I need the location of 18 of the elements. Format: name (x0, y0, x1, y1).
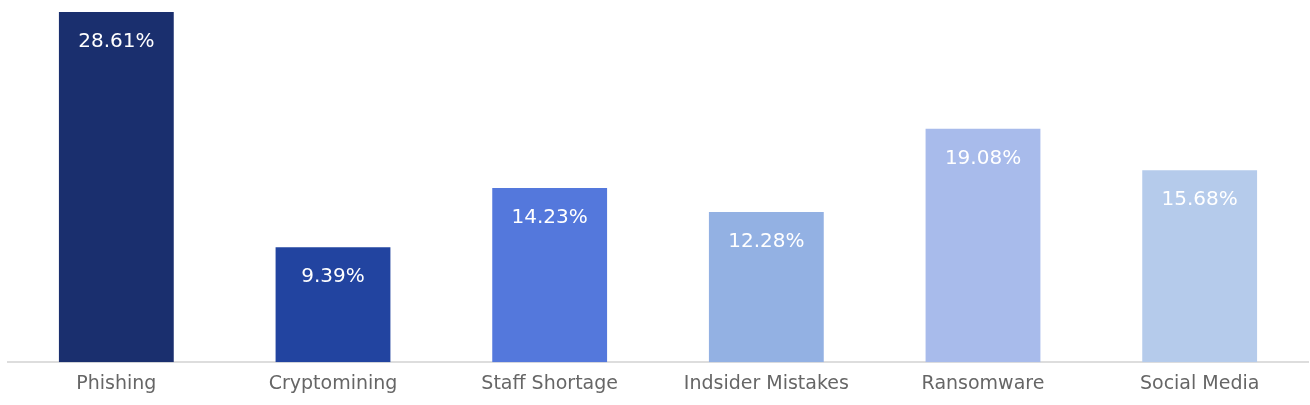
bar (275, 247, 391, 363)
bar (708, 211, 824, 363)
x-tick-label: Staff Shortage (481, 370, 618, 393)
bar (1142, 170, 1258, 363)
x-tick-label: Indsider Mistakes (683, 370, 849, 393)
bar (492, 188, 608, 363)
data-label: 28.61% (78, 28, 155, 53)
x-tick-label: Cryptomining (268, 370, 398, 393)
x-tick-label: Phishing (76, 370, 157, 393)
data-label: 9.39% (301, 263, 365, 288)
x-tick-label: Social Media (1139, 370, 1260, 393)
x-tick-label: Ransomware (921, 370, 1045, 393)
bar (925, 128, 1041, 363)
data-label: 19.08% (944, 144, 1022, 169)
data-label: 14.23% (511, 204, 588, 229)
data-label: 15.68% (1161, 186, 1238, 211)
bar (58, 12, 174, 363)
data-label: 12.28% (728, 228, 805, 253)
